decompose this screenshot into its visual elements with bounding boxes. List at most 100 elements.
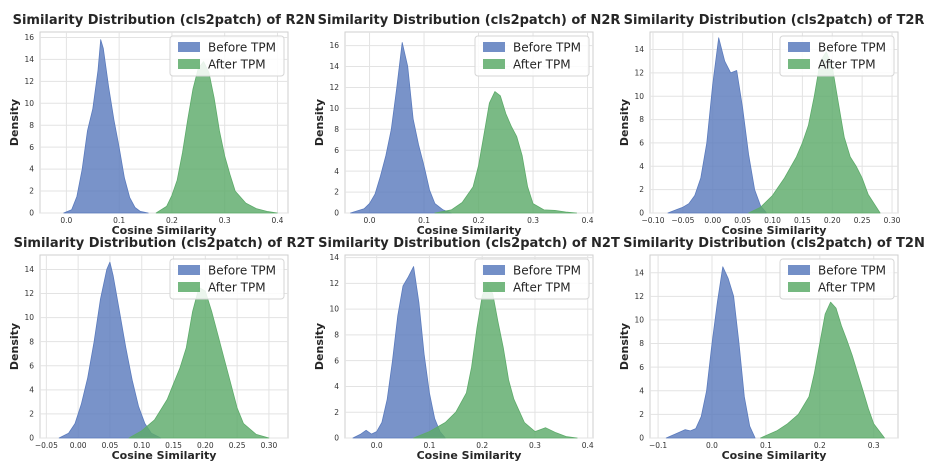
x-tick-label: 0.2 [814, 441, 826, 450]
subplot-4: −0.05 0.00 0.05 0.10 0.15 0.20 0.25 0.30 0 2 4 6 8 10… [8, 236, 315, 462]
y-tick-label: 0 [639, 434, 644, 443]
y-tick-label: 2 [639, 410, 644, 419]
y-axis-label: Density [8, 99, 21, 146]
y-tick-label: 10 [24, 313, 34, 322]
subplot-3: −0.10 −0.05 0.00 0.05 0.10 0.15 0.20 0.25 0.30 0 2… [618, 13, 924, 237]
y-tick-label: 4 [639, 162, 644, 171]
legend-label: Before TPM [208, 264, 276, 278]
y-axis-label: Density [8, 323, 21, 370]
y-tick-label: 4 [29, 165, 34, 174]
y-tick-label: 12 [634, 292, 644, 301]
y-tick-label: 8 [639, 339, 644, 348]
y-tick-label: 4 [334, 382, 339, 391]
x-tick-label: 0.00 [704, 216, 721, 225]
y-tick-label: 10 [329, 305, 339, 314]
x-tick-label: 0.1 [418, 216, 430, 225]
x-tick-label: 0.3 [868, 441, 880, 450]
before-tpm-density-area [665, 266, 756, 439]
legend-label: Before TPM [818, 264, 886, 278]
x-tick-label: 0.00 [70, 441, 87, 450]
y-tick-label: 4 [29, 385, 34, 394]
subplot-5: 0.0 0.1 0.2 0.3 0.4 0 2 4 6 8 10 12 14 Similarity Dis… [313, 236, 620, 462]
legend-swatch [483, 265, 505, 275]
x-axis-label: Cosine Similarity [417, 449, 522, 462]
x-tick-label: 0.05 [734, 216, 751, 225]
y-tick-label: 6 [639, 363, 644, 372]
y-axis-label: Density [313, 99, 326, 146]
legend-label: Before TPM [513, 41, 581, 55]
before-tpm-density-area [352, 266, 446, 439]
y-tick-label: 10 [24, 99, 34, 108]
x-tick-label: 0.30 [884, 216, 901, 225]
chart-title: Similarity Distribution (cls2patch) of N… [318, 13, 621, 28]
after-tpm-density-area [413, 283, 578, 439]
y-tick-label: 14 [329, 253, 339, 262]
y-tick-label: 6 [334, 356, 339, 365]
x-axis-label: Cosine Similarity [722, 449, 827, 462]
y-tick-label: 4 [334, 167, 339, 176]
y-tick-label: 16 [24, 33, 34, 42]
y-tick-label: 2 [639, 185, 644, 194]
legend-label: After TPM [208, 281, 266, 295]
x-axis-label: Cosine Similarity [112, 224, 217, 237]
y-tick-label: 8 [639, 115, 644, 124]
x-tick-label: 0.10 [764, 216, 781, 225]
legend-label: After TPM [208, 58, 266, 72]
x-axis-label: Cosine Similarity [417, 224, 522, 237]
chart-title: Similarity Distribution (cls2patch) of N… [318, 236, 620, 251]
y-tick-label: 6 [29, 361, 34, 370]
legend-label: Before TPM [208, 41, 276, 55]
y-tick-label: 12 [329, 279, 339, 288]
legend-swatch [178, 59, 200, 69]
y-tick-label: 16 [329, 41, 339, 50]
x-tick-label: 0.0 [706, 441, 718, 450]
y-tick-label: 6 [334, 146, 339, 155]
y-tick-label: 12 [24, 77, 34, 86]
y-tick-label: 6 [29, 143, 34, 152]
legend-label: After TPM [818, 58, 876, 72]
y-tick-label: 8 [29, 337, 34, 346]
y-tick-label: 8 [334, 125, 339, 134]
y-tick-label: 2 [334, 408, 339, 417]
legend-swatch [178, 282, 200, 292]
before-tpm-density-area [63, 39, 149, 214]
y-tick-label: 0 [334, 434, 339, 443]
x-tick-label: 0.20 [197, 441, 214, 450]
chart-title: Similarity Distribution (cls2patch) of T… [623, 236, 925, 251]
before-tpm-density-area [667, 37, 767, 214]
y-tick-label: 8 [29, 121, 34, 130]
x-tick-label: 0.10 [133, 441, 150, 450]
y-tick-label: 14 [634, 268, 644, 277]
legend-swatch [178, 265, 200, 275]
x-tick-label: 0.05 [102, 441, 119, 450]
legend-swatch [178, 42, 200, 52]
x-tick-label: 0.4 [582, 441, 594, 450]
legend-label: After TPM [818, 281, 876, 295]
x-tick-label: 0.1 [423, 441, 435, 450]
y-tick-label: 2 [29, 410, 34, 419]
y-tick-label: 14 [329, 62, 339, 71]
y-tick-label: 14 [24, 55, 34, 64]
x-axis-label: Cosine Similarity [722, 224, 827, 237]
legend-label: After TPM [513, 58, 571, 72]
y-tick-label: 2 [29, 187, 34, 196]
x-tick-label: 0.3 [529, 441, 541, 450]
legend-swatch [788, 265, 810, 275]
y-tick-label: 14 [634, 45, 644, 54]
x-tick-label: 0.0 [371, 441, 383, 450]
y-tick-label: 12 [634, 68, 644, 77]
y-tick-label: 0 [29, 209, 34, 218]
legend-label: Before TPM [818, 41, 886, 55]
y-tick-label: 10 [634, 92, 644, 101]
x-tick-label: 0.1 [760, 441, 772, 450]
x-axis-label: Cosine Similarity [112, 449, 217, 462]
x-tick-label: 0.2 [473, 216, 485, 225]
x-tick-label: 0.1 [113, 216, 125, 225]
y-tick-label: 12 [24, 289, 34, 298]
before-tpm-density-area [350, 42, 452, 214]
x-tick-label: −0.10 [641, 216, 664, 225]
x-tick-label: 0.25 [229, 441, 246, 450]
after-tpm-density-area [155, 61, 278, 214]
y-tick-label: 0 [29, 434, 34, 443]
